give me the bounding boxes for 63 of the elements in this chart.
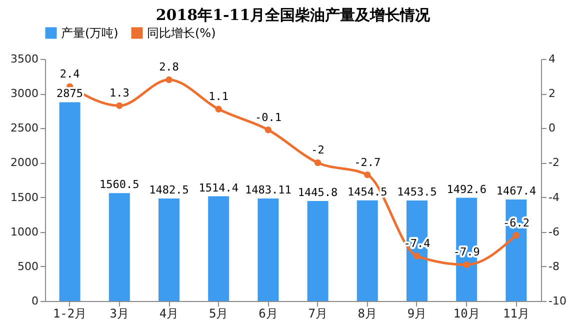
- bar: [307, 201, 328, 301]
- y2-tick-label: -4: [548, 190, 560, 204]
- y2-tick-label: 4: [548, 52, 556, 66]
- data-label: 1514.4: [198, 181, 239, 194]
- y-tick-label: 3000: [10, 87, 38, 100]
- y-tick-label: 500: [18, 260, 38, 273]
- x-tick-label: 10月: [453, 306, 480, 320]
- x-tick-label: 11月: [502, 306, 530, 320]
- point: [215, 106, 222, 112]
- y2-tick-label: 2: [548, 87, 556, 100]
- data-label: 1483.11: [245, 183, 292, 196]
- y2-tick-label: -8: [548, 260, 560, 273]
- y-tick-label: 3500: [10, 52, 38, 66]
- point: [414, 252, 420, 260]
- data-label: 1.3: [109, 86, 130, 100]
- data-label: -2.7: [354, 156, 381, 169]
- x-tick-label: 4月: [159, 306, 179, 320]
- data-label: 1445.8: [298, 186, 338, 200]
- y2-tick-label: -2: [548, 156, 560, 170]
- y-tick-label: 1500: [10, 190, 38, 204]
- bar: [506, 200, 527, 301]
- data-label: -0.1: [254, 110, 282, 124]
- y-tick-label: 2500: [10, 122, 38, 135]
- y-tick-label: 0: [32, 294, 38, 308]
- bar: [208, 196, 230, 301]
- point: [512, 232, 520, 239]
- x-tick-label: 7月: [308, 306, 328, 320]
- point: [463, 261, 470, 268]
- data-label: 1453.5: [397, 186, 437, 198]
- y2-tick-label: -6: [548, 225, 560, 238]
- chart-title: 2018年1-11月全国柴油产量及增长情况: [156, 6, 432, 24]
- data-label: 1482.5: [149, 183, 189, 196]
- bar: [158, 198, 180, 301]
- legend-label: 同比增长(%): [147, 26, 216, 40]
- data-label: 2875: [56, 87, 84, 100]
- point: [116, 102, 123, 110]
- bar: [356, 200, 378, 301]
- data-label: 2.4: [60, 68, 80, 81]
- x-tick-label: 6月: [258, 306, 278, 320]
- bar: [258, 198, 279, 301]
- data-label: 1560.5: [100, 178, 140, 192]
- bar: [456, 198, 478, 301]
- x-tick-label: 8月: [358, 306, 378, 320]
- x-tick-label: 5月: [208, 306, 228, 320]
- data-label: 1467.4: [496, 184, 536, 198]
- x-tick-label: 3月: [110, 306, 130, 320]
- x-tick-label: 9月: [407, 306, 427, 320]
- point: [364, 171, 371, 178]
- data-label: 1.1: [208, 90, 229, 104]
- y-tick-label: 1000: [10, 225, 38, 238]
- bar: [59, 102, 80, 301]
- y-tick-label: 2000: [10, 156, 38, 170]
- data-label: 1492.6: [446, 182, 486, 196]
- y2-tick-label: 0: [548, 122, 556, 135]
- legend-label: 产量(万吨): [61, 26, 118, 40]
- point: [314, 159, 322, 166]
- point: [264, 126, 272, 134]
- bar: [108, 193, 130, 301]
- y2-tick-label: -10: [548, 294, 566, 308]
- data-label: -2: [311, 144, 324, 157]
- data-label: 2.8: [159, 60, 179, 74]
- point: [166, 76, 172, 84]
- x-tick-label: 1-2月: [52, 306, 87, 320]
